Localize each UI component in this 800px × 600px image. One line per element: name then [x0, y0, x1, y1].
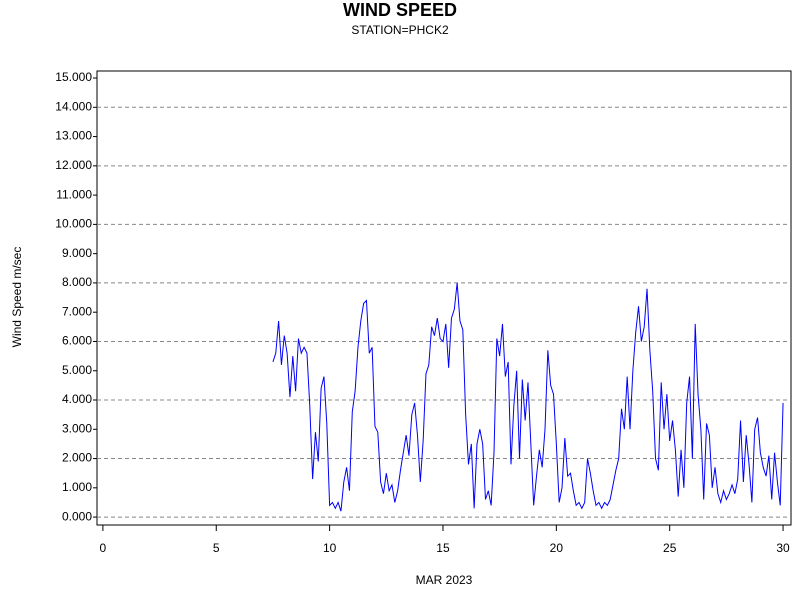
y-tick-label: 2.000: [62, 451, 92, 465]
x-axis-label: MAR 2023: [416, 573, 473, 587]
x-tick-label: 10: [323, 541, 337, 555]
y-tick-label: 0.000: [62, 509, 92, 523]
y-tick-label: 7.000: [62, 304, 92, 318]
y-tick-label: 9.000: [62, 246, 92, 260]
x-tick-label: 0: [100, 541, 107, 555]
y-tick-label: 5.000: [62, 363, 92, 377]
y-tick-label: 13.000: [55, 129, 92, 143]
y-tick-label: 4.000: [62, 392, 92, 406]
x-tick-label: 15: [436, 541, 450, 555]
y-tick-label: 10.000: [55, 217, 92, 231]
x-tick-label: 30: [776, 541, 790, 555]
y-tick-label: 15.000: [55, 70, 92, 84]
chart-subtitle: STATION=PHCK2: [351, 23, 449, 37]
chart-title: WIND SPEED: [343, 0, 457, 20]
y-axis-label: Wind Speed m/sec: [10, 247, 24, 348]
x-tick-label: 20: [550, 541, 564, 555]
y-tick-label: 8.000: [62, 275, 92, 289]
x-tick-label: 5: [213, 541, 220, 555]
plot-frame: [96, 70, 792, 526]
y-tick-label: 3.000: [62, 421, 92, 435]
data-line: [272, 282, 784, 512]
y-tick-label: 12.000: [55, 158, 92, 172]
x-tick-label: 25: [663, 541, 677, 555]
y-tick-label: 11.000: [56, 187, 92, 201]
y-tick-label: 1.000: [62, 480, 92, 494]
y-tick-label: 6.000: [62, 334, 92, 348]
y-tick-label: 14.000: [55, 99, 92, 113]
